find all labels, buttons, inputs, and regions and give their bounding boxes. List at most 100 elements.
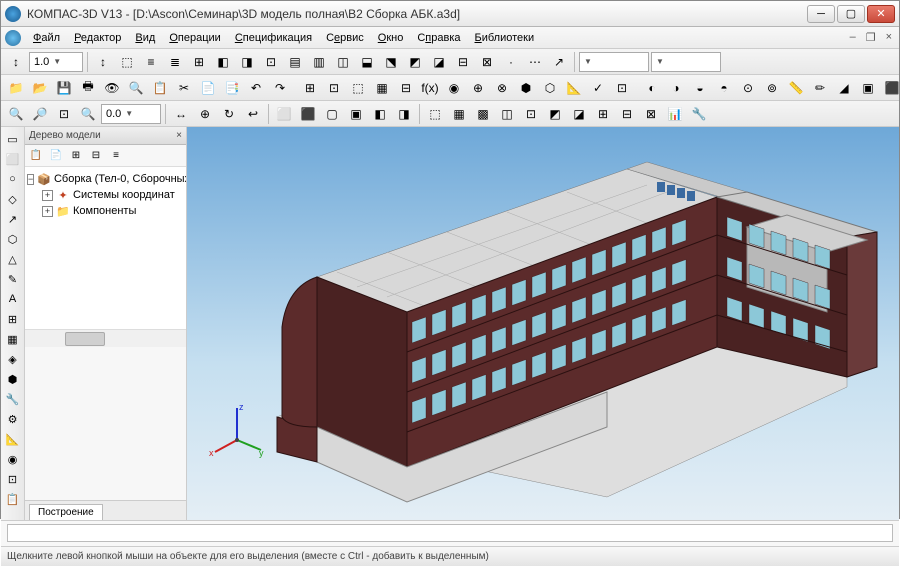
tb3b-btn-5[interactable]: ◨	[393, 103, 415, 125]
tb1-btn-19[interactable]: ↗	[548, 51, 570, 73]
tree-tb-0[interactable]: 📋	[27, 147, 45, 165]
tb1-btn-13[interactable]: ◩	[404, 51, 426, 73]
zoom-fit-icon[interactable]: ⊡	[53, 103, 75, 125]
tb1-btn-14[interactable]: ◪	[428, 51, 450, 73]
tree-root[interactable]: − 📦 Сборка (Тел-0, Сборочных е…	[27, 171, 184, 187]
left-tool-4[interactable]: ↗	[3, 209, 23, 229]
tb1-btn-9[interactable]: ▥	[308, 51, 330, 73]
tb2c-btn-5[interactable]: ⊚	[761, 77, 783, 99]
tb2b-btn-2[interactable]: ⬚	[347, 77, 369, 99]
left-tool-2[interactable]: ○	[3, 169, 23, 189]
zoom-in-icon[interactable]: 🔎	[29, 103, 51, 125]
tb1-btn-7[interactable]: ⊡	[260, 51, 282, 73]
tb2b-btn-11[interactable]: 📐	[563, 77, 585, 99]
menu-help[interactable]: Справка	[411, 30, 466, 46]
left-tool-0[interactable]: ▭	[3, 129, 23, 149]
tb1-btn-1[interactable]: ⬚	[116, 51, 138, 73]
expand-icon[interactable]: +	[42, 206, 53, 217]
tb1-btn-18[interactable]: ⋯	[524, 51, 546, 73]
tb1-btn-8[interactable]: ▤	[284, 51, 306, 73]
left-tool-1[interactable]: ⬜	[3, 149, 23, 169]
menu-spec[interactable]: Спецификация	[229, 30, 318, 46]
tb2b-btn-3[interactable]: ▦	[371, 77, 393, 99]
tb3c-btn-11[interactable]: 🔧	[688, 103, 710, 125]
tb2c-btn-6[interactable]: 📏	[785, 77, 807, 99]
tb3b-btn-3[interactable]: ▣	[345, 103, 367, 125]
maximize-button[interactable]: ▢	[837, 5, 865, 23]
tb3b-btn-4[interactable]: ◧	[369, 103, 391, 125]
command-input[interactable]	[7, 524, 893, 542]
mdi-restore[interactable]: ❐	[863, 31, 879, 44]
tb2b-btn-1[interactable]: ⊡	[323, 77, 345, 99]
tb1-btn-0[interactable]: ↕	[92, 51, 114, 73]
viewport-3d[interactable]: z x y	[187, 127, 899, 520]
tb2c-btn-7[interactable]: ✏	[809, 77, 831, 99]
left-tool-13[interactable]: 🔧	[3, 389, 23, 409]
tb3a-btn-3[interactable]: ↩	[242, 103, 264, 125]
tb2c-btn-0[interactable]: ◐	[641, 77, 663, 99]
tb3c-btn-0[interactable]: ⬚	[424, 103, 446, 125]
tb2a-btn-8[interactable]: 📄	[197, 77, 219, 99]
tb2a-btn-1[interactable]: 📂	[29, 77, 51, 99]
tb2b-btn-5[interactable]: f(x)	[419, 77, 441, 99]
toggle-icon[interactable]: ↕	[5, 51, 27, 73]
tb2b-btn-12[interactable]: ✓	[587, 77, 609, 99]
left-tool-8[interactable]: A	[3, 289, 23, 309]
tree-item-coords[interactable]: + ✦ Системы координат	[27, 187, 184, 203]
tree-item-components[interactable]: + 📁 Компоненты	[27, 203, 184, 219]
tree-tb-1[interactable]: 📄	[47, 147, 65, 165]
tb3c-btn-5[interactable]: ◩	[544, 103, 566, 125]
expand-icon[interactable]: +	[42, 190, 53, 201]
tb3b-btn-2[interactable]: ▢	[321, 103, 343, 125]
tb3c-btn-4[interactable]: ⊡	[520, 103, 542, 125]
zoom-out-icon[interactable]: 🔍	[5, 103, 27, 125]
zoom-combo[interactable]: 0.0 ▼	[101, 104, 161, 124]
tb2b-btn-13[interactable]: ⊡	[611, 77, 633, 99]
menu-service[interactable]: Сервис	[320, 30, 370, 46]
tb3a-btn-2[interactable]: ↻	[218, 103, 240, 125]
left-tool-11[interactable]: ◈	[3, 349, 23, 369]
collapse-icon[interactable]: −	[27, 174, 34, 185]
tb2a-btn-0[interactable]: 📁	[5, 77, 27, 99]
left-tool-14[interactable]: ⚙	[3, 409, 23, 429]
tb1-btn-17[interactable]: ·	[500, 51, 522, 73]
mdi-close[interactable]: ×	[883, 31, 895, 44]
menu-view[interactable]: Вид	[129, 30, 161, 46]
menu-file[interactable]: Файл	[27, 30, 66, 46]
app-menu-icon[interactable]	[5, 30, 21, 46]
tb2a-btn-5[interactable]: 🔍	[125, 77, 147, 99]
left-tool-17[interactable]: ⊡	[3, 469, 23, 489]
mdi-minimize[interactable]: –	[847, 31, 859, 44]
tb1-btn-5[interactable]: ◧	[212, 51, 234, 73]
tb2c-btn-2[interactable]: ◒	[689, 77, 711, 99]
tb1-btn-16[interactable]: ⊠	[476, 51, 498, 73]
input-combo[interactable]: ▼	[579, 52, 649, 72]
tb3c-btn-10[interactable]: 📊	[664, 103, 686, 125]
tree-h-scrollbar[interactable]	[25, 329, 186, 347]
tb3c-btn-1[interactable]: ▦	[448, 103, 470, 125]
left-tool-16[interactable]: ◉	[3, 449, 23, 469]
tb1-btn-15[interactable]: ⊟	[452, 51, 474, 73]
tree-tab-build[interactable]: Построение	[29, 504, 103, 520]
left-tool-10[interactable]: ▦	[3, 329, 23, 349]
tb2c-btn-4[interactable]: ⊙	[737, 77, 759, 99]
minimize-button[interactable]: ─	[807, 5, 835, 23]
tree-tb-2[interactable]: ⊞	[67, 147, 85, 165]
tb2a-btn-6[interactable]: 📋	[149, 77, 171, 99]
tree-tb-4[interactable]: ≡	[107, 147, 125, 165]
tb3b-btn-0[interactable]: ⬜	[273, 103, 295, 125]
scrollbar-thumb[interactable]	[65, 332, 105, 346]
tb2c-btn-8[interactable]: ◢	[833, 77, 855, 99]
tb2b-btn-9[interactable]: ⬢	[515, 77, 537, 99]
tb2a-btn-7[interactable]: ✂	[173, 77, 195, 99]
tb3a-btn-1[interactable]: ⊕	[194, 103, 216, 125]
tb3c-btn-3[interactable]: ◫	[496, 103, 518, 125]
tb2c-btn-3[interactable]: ◓	[713, 77, 735, 99]
left-tool-15[interactable]: 📐	[3, 429, 23, 449]
tb1-btn-10[interactable]: ◫	[332, 51, 354, 73]
tree-tb-3[interactable]: ⊟	[87, 147, 105, 165]
tb3c-btn-8[interactable]: ⊟	[616, 103, 638, 125]
tb3b-btn-1[interactable]: ⬛	[297, 103, 319, 125]
tb1-btn-4[interactable]: ⊞	[188, 51, 210, 73]
left-tool-3[interactable]: ◇	[3, 189, 23, 209]
